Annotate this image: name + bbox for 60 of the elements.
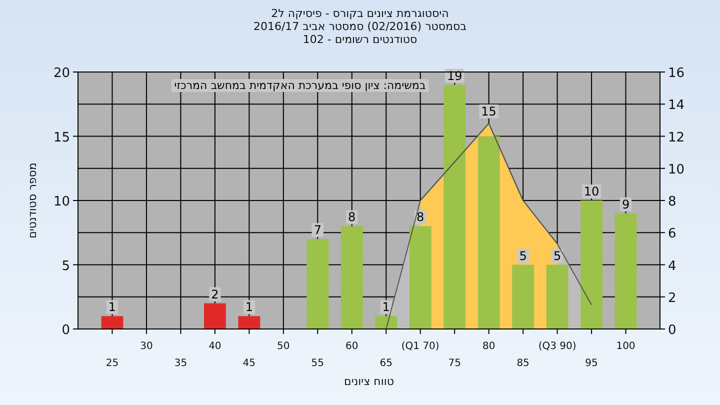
bar xyxy=(238,316,260,329)
x-tick-label: 40 xyxy=(208,341,222,352)
bar xyxy=(375,316,398,329)
x-tick-label: 85 xyxy=(516,358,530,369)
bar xyxy=(478,136,500,329)
bar xyxy=(204,303,226,329)
data-label: 1 xyxy=(108,300,116,314)
x-tick-label: 75 xyxy=(448,358,461,369)
data-label: 1 xyxy=(382,300,390,314)
data-label: 15 xyxy=(481,104,496,118)
y2-tick-label: 16 xyxy=(668,66,685,81)
x-tick-label: 55 xyxy=(311,358,324,369)
data-label: 1 xyxy=(245,300,253,314)
y2-tick-label: 12 xyxy=(668,130,685,146)
y2-tick-label: 14 xyxy=(668,98,685,114)
data-label: 8 xyxy=(416,210,424,224)
x-tick-label: (Q1 70) xyxy=(401,341,440,352)
y-axis-title: מספר סטודנטים xyxy=(26,162,39,238)
data-label: 5 xyxy=(553,248,562,263)
bar xyxy=(444,84,466,329)
chart-subtitle: בסמסטר (02/2016) סמסטר אביב 2016/17 סטודנטים רשומים - 102 xyxy=(253,20,467,46)
x-tick-label: 100 xyxy=(616,341,636,352)
y2-tick-label: 10 xyxy=(668,162,685,178)
x-tick-label: 60 xyxy=(346,341,358,352)
y2-tick-label: 6 xyxy=(668,226,676,242)
y2-tick-label: 2 xyxy=(668,290,676,306)
data-label: 8 xyxy=(348,210,356,224)
y2-tick-label: 8 xyxy=(668,194,676,210)
bar xyxy=(614,213,637,329)
bar xyxy=(340,226,363,329)
data-label: 7 xyxy=(314,223,322,238)
bar xyxy=(546,264,568,329)
annotation: במשימה: ציון סופי במערכת האקדמית במחשב המרכזי xyxy=(174,79,426,92)
bar xyxy=(409,226,432,329)
x-tick-label: 95 xyxy=(585,358,598,369)
bar xyxy=(580,200,602,329)
y2-tick-label: 0 xyxy=(668,323,676,338)
y-tick-label: 15 xyxy=(53,130,70,146)
x-tick-label: 35 xyxy=(174,358,188,369)
y-tick-label: 5 xyxy=(62,258,70,274)
x-tick-label: (Q3 90) xyxy=(538,341,576,352)
y2-tick-label: 4 xyxy=(668,258,676,274)
data-label: 5 xyxy=(519,248,527,263)
bar xyxy=(512,264,534,329)
x-axis-title: טווח ציונים xyxy=(344,375,394,388)
data-label: 9 xyxy=(622,197,630,212)
bar xyxy=(306,239,329,329)
data-label: 10 xyxy=(584,184,600,198)
x-tick-label: 30 xyxy=(140,341,153,352)
x-tick-label: 80 xyxy=(482,341,496,352)
data-label: 2 xyxy=(211,287,219,302)
y-tick-label: 10 xyxy=(53,194,70,210)
y-tick-label: 20 xyxy=(53,66,70,81)
x-tick-label: 50 xyxy=(277,341,290,352)
x-tick-label: 25 xyxy=(106,358,119,369)
x-tick-label: 45 xyxy=(242,358,256,369)
y-tick-label: 0 xyxy=(62,323,70,338)
chart-title: היסטוגרמת ציונים בקורס - פיסיקה ל2 xyxy=(271,7,449,20)
bar xyxy=(101,316,124,329)
x-tick-label: 65 xyxy=(380,358,392,369)
